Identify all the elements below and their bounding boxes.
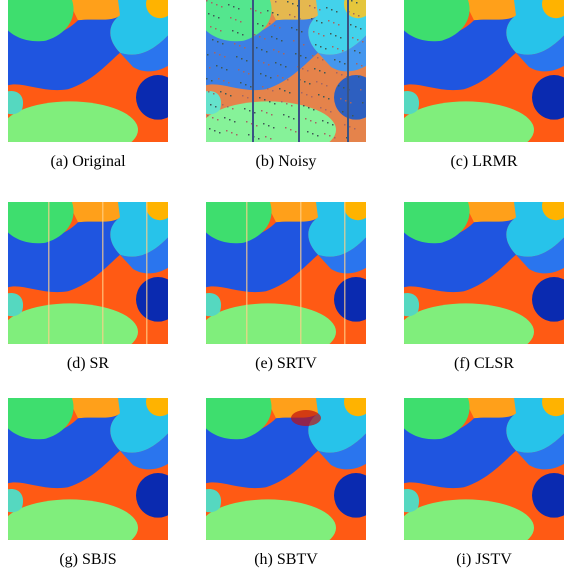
panel: (b) Noisy <box>200 0 378 170</box>
stripe <box>300 202 302 344</box>
panel: (a) Original <box>2 0 180 170</box>
stripe <box>246 202 248 344</box>
panel-caption: (i) JSTV <box>456 551 512 568</box>
panel-image <box>2 192 180 360</box>
panel-caption: (h) SBTV <box>254 551 318 568</box>
panel: (i) JSTV <box>398 388 576 568</box>
panel-image <box>2 388 180 556</box>
panel-caption: (a) Original <box>50 153 126 170</box>
stripe <box>344 202 346 344</box>
panel: (c) LRMR <box>398 0 576 170</box>
panel-image <box>200 388 378 556</box>
artifact <box>291 410 321 426</box>
stripe <box>48 202 50 344</box>
panel: (e) SRTV <box>200 192 378 372</box>
panel-image <box>398 192 576 360</box>
stripe <box>102 202 104 344</box>
panel-image <box>200 192 378 360</box>
panel-image <box>2 0 180 158</box>
panel-caption: (c) LRMR <box>450 153 517 170</box>
panel-image <box>398 388 576 556</box>
panel-caption: (b) Noisy <box>256 153 317 170</box>
panel: (d) SR <box>2 192 180 372</box>
stripe <box>146 202 148 344</box>
noise-tint <box>206 0 366 142</box>
panel-caption: (d) SR <box>67 355 110 372</box>
panel-caption: (f) CLSR <box>454 355 514 372</box>
figure: (a) Original (b) Noisy (c) LRMR (d) SR (e) S… <box>0 0 583 583</box>
panel-caption: (g) SBJS <box>59 551 116 568</box>
panel: (f) CLSR <box>398 192 576 372</box>
panel-image <box>398 0 576 158</box>
panel: (g) SBJS <box>2 388 180 568</box>
panel: (h) SBTV <box>200 388 378 568</box>
panel-caption: (e) SRTV <box>255 355 317 372</box>
